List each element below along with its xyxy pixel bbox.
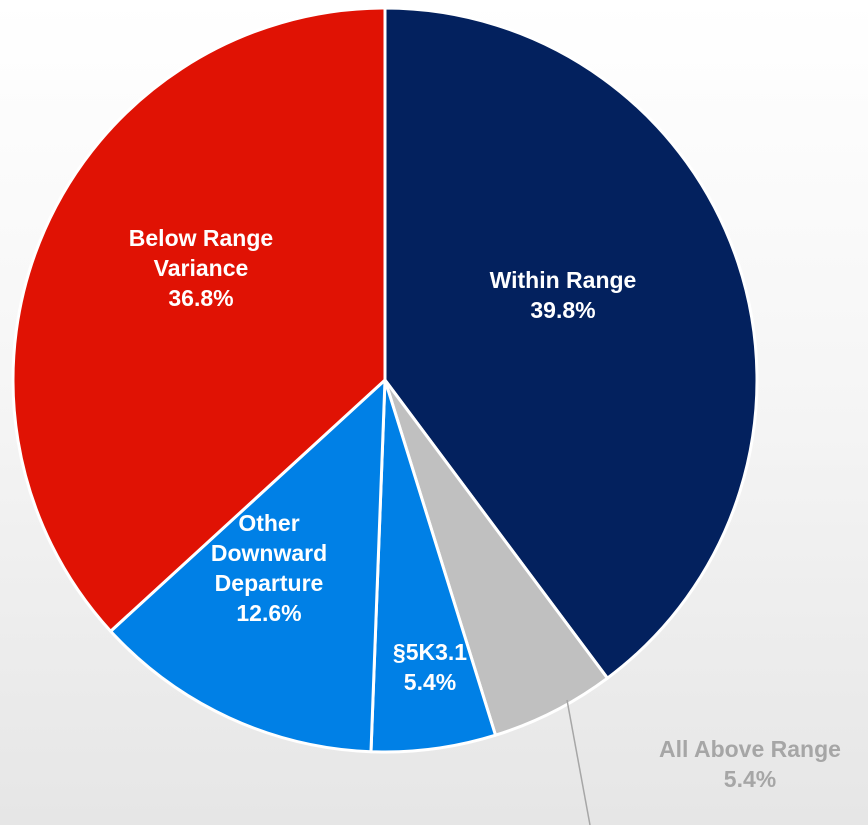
slice-label-other-downward-departure: Other Downward Departure 12.6% (211, 510, 327, 626)
slice-name-label: Other (238, 510, 299, 536)
slice-label-all-above-range: All Above Range 5.4% (659, 736, 841, 792)
slice-value-label: 12.6% (236, 600, 301, 626)
slice-label-section-5k3-1: §5K3.1 5.4% (393, 639, 467, 695)
pie-slice-below-range-variance (11, 6, 387, 633)
slice-value-label: 5.4% (724, 766, 776, 792)
labels-layer: Within Range 39.8%All Above Range 5.4%§5K3… (129, 225, 841, 792)
slice-name-label: Within Range (490, 267, 637, 293)
slice-name-label: Downward (211, 540, 327, 566)
slice-name-label: Departure (215, 570, 324, 596)
pie-slice-other-downward-departure (109, 378, 387, 754)
slice-label-below-range-variance: Below Range Variance 36.8% (129, 225, 273, 311)
slice-value-label: 36.8% (168, 285, 233, 311)
pie-slice-within-range (383, 6, 759, 680)
leader-line-layer (566, 699, 591, 825)
slice-value-label: 5.4% (404, 669, 456, 695)
slice-label-within-range: Within Range 39.8% (490, 267, 637, 323)
slice-name-label: Below Range (129, 225, 273, 251)
slices-layer (11, 6, 759, 754)
leader-line-all-above-range (566, 699, 591, 825)
slice-name-label: §5K3.1 (393, 639, 467, 665)
slice-name-label: All Above Range (659, 736, 841, 762)
slice-value-label: 39.8% (530, 297, 595, 323)
slice-name-label: Variance (154, 255, 249, 281)
